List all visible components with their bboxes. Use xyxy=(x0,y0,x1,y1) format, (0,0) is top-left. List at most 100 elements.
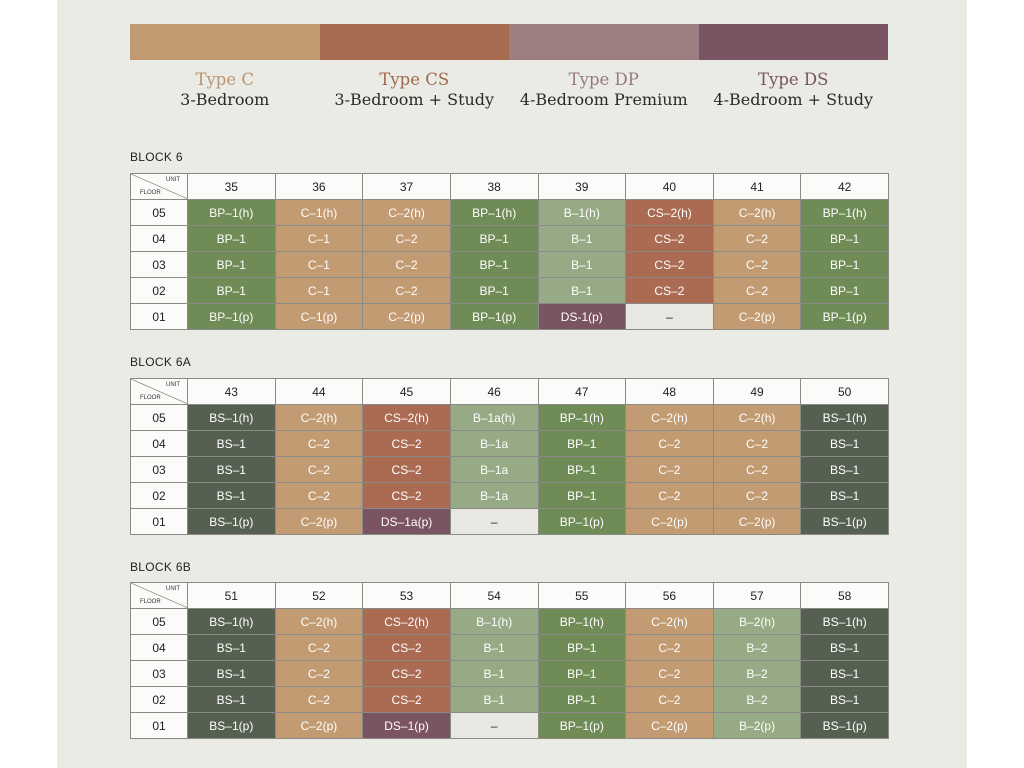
unit-type-cell: – xyxy=(625,303,714,330)
unit-type-cell: C–2(p) xyxy=(625,712,714,739)
unit-type-cell: C–2 xyxy=(625,660,714,687)
type-description: 4-Bedroom + Study xyxy=(713,90,874,109)
unit-type-cell: BS–1 xyxy=(800,430,889,457)
unit-type-cell: C–2(p) xyxy=(274,712,364,739)
floor-number: 02 xyxy=(130,482,188,509)
unit-type-cell: BS–1 xyxy=(800,456,889,483)
unit-type-cell: DS-1(p) xyxy=(537,303,627,330)
unit-type-cell: BS–1 xyxy=(800,660,889,687)
type-c-legend: Type C 3-Bedroom xyxy=(130,70,320,110)
unit-type-cell: C–2 xyxy=(625,482,714,509)
unit-type-cell: DS–1a(p) xyxy=(362,508,451,535)
floor-row: 03 BS–1 C–2 CS–2 B–1a BP–1 C–2 C–2 BS–1 xyxy=(130,456,889,483)
unit-type-cell: C–2 xyxy=(712,430,802,457)
unit-type-cell: CS–2 xyxy=(362,456,451,483)
unit-type-cell: C–1 xyxy=(274,277,364,304)
type-ds-legend: Type DS 4-Bedroom + Study xyxy=(699,70,889,110)
type-dp-legend: Type DP 4-Bedroom Premium xyxy=(509,70,699,110)
unit-axis-label: UNIT xyxy=(166,177,180,183)
unit-type-cell: C–2 xyxy=(712,251,802,278)
unit-type-cell: C–2(p) xyxy=(712,508,802,535)
unit-type-cell: BS–1 xyxy=(187,482,276,509)
unit-type-cell: C–2 xyxy=(625,686,714,713)
type-description: 3-Bedroom xyxy=(180,90,270,109)
floor-number: 02 xyxy=(130,686,188,713)
unit-type-cell: B–1 xyxy=(537,251,627,278)
unit-number-header: 56 xyxy=(625,582,714,609)
floor-row: 04 BS–1 C–2 CS–2 B–1 BP–1 C–2 B–2 BS–1 xyxy=(130,634,889,661)
unit-type-cell: B–2 xyxy=(712,660,802,687)
unit-number-header: 57 xyxy=(712,582,802,609)
floor-number: 05 xyxy=(130,199,188,226)
unit-type-cell: C–2 xyxy=(362,225,451,252)
unit-type-cell: C–2(p) xyxy=(712,303,802,330)
unit-type-cell: BS–1(p) xyxy=(187,508,276,535)
unit-number-header: 46 xyxy=(449,378,539,405)
floor-number: 01 xyxy=(130,712,188,739)
floor-number: 05 xyxy=(130,404,188,431)
unit-type-cell: C–2 xyxy=(712,277,802,304)
floor-number: 03 xyxy=(130,251,188,278)
floor-row: 01 BP–1(p) C–1(p) C–2(p) BP–1(p) DS-1(p) – C–2(… xyxy=(130,303,889,330)
unit-type-cell: BS–1(h) xyxy=(800,608,889,635)
unit-type-cell: BS–1 xyxy=(187,686,276,713)
floor-number: 04 xyxy=(130,225,188,252)
unit-number-header: 53 xyxy=(362,582,451,609)
unit-number-header: 38 xyxy=(449,173,539,200)
unit-type-cell: BP–1 xyxy=(449,225,539,252)
type-dp-swatch xyxy=(509,24,699,60)
unit-type-cell: C–2(h) xyxy=(274,608,364,635)
unit-type-cell: CS–2 xyxy=(362,482,451,509)
unit-type-cell: C–2 xyxy=(625,456,714,483)
unit-number-header: 50 xyxy=(800,378,889,405)
unit-type-cell: C–2(p) xyxy=(362,303,451,330)
unit-number-header: 35 xyxy=(187,173,276,200)
floor-number: 05 xyxy=(130,608,188,635)
unit-type-cell: B–2(p) xyxy=(712,712,802,739)
unit-number-header: 36 xyxy=(274,173,364,200)
unit-type-cell: C–2(p) xyxy=(274,508,364,535)
unit-type-cell: CS–2 xyxy=(362,634,451,661)
floor-row: 05 BS–1(h) C–2(h) CS–2(h) B–1a(h) BP–1(h) C–2(… xyxy=(130,404,889,431)
unit-type-cell: B–2(h) xyxy=(712,608,802,635)
unit-type-cell: B–1a xyxy=(449,430,539,457)
unit-number-header: 37 xyxy=(362,173,451,200)
unit-type-cell: C–2 xyxy=(362,251,451,278)
unit-number-header: 58 xyxy=(800,582,889,609)
unit-type-cell: C–2 xyxy=(625,430,714,457)
unit-header-row: UNIT FLOOR 35 36 37 38 39 40 41 42 xyxy=(130,173,889,200)
unit-number-header: 40 xyxy=(625,173,714,200)
unit-number-header: 52 xyxy=(274,582,364,609)
floor-number: 04 xyxy=(130,430,188,457)
unit-type-cell: C–2(h) xyxy=(712,199,802,226)
unit-axis-label: UNIT xyxy=(166,382,180,388)
type-ds-swatch xyxy=(698,24,888,60)
unit-type-cell: B–1 xyxy=(449,634,539,661)
unit-type-cell: C–2 xyxy=(625,634,714,661)
unit-type-cell: BP–1(p) xyxy=(537,508,627,535)
unit-type-cell: C–2 xyxy=(712,456,802,483)
unit-type-cell: BS–1 xyxy=(800,482,889,509)
type-color-legend-bar xyxy=(130,24,888,60)
unit-type-cell: BP–1(h) xyxy=(449,199,539,226)
unit-type-cell: BP–1(p) xyxy=(537,712,627,739)
unit-type-cell: C–2 xyxy=(362,277,451,304)
unit-type-cell: BS–1(p) xyxy=(800,508,889,535)
unit-type-cell: CS–2 xyxy=(625,251,714,278)
type-legend-labels: Type C 3-Bedroom Type CS 3-Bedroom + Stu… xyxy=(130,70,888,110)
unit-type-cell: CS–2 xyxy=(362,686,451,713)
unit-type-cell: – xyxy=(449,508,539,535)
floor-unit-corner-cell: UNIT FLOOR xyxy=(130,378,188,405)
unit-type-cell: CS–2(h) xyxy=(362,404,451,431)
type-description: 3-Bedroom + Study xyxy=(334,90,495,109)
floor-number: 02 xyxy=(130,277,188,304)
unit-number-header: 48 xyxy=(625,378,714,405)
unit-type-cell: BP–1(h) xyxy=(537,608,627,635)
unit-type-cell: BP–1 xyxy=(800,225,889,252)
unit-mix-page: Type C 3-Bedroom Type CS 3-Bedroom + Stu… xyxy=(57,0,967,768)
unit-type-cell: BP–1(p) xyxy=(449,303,539,330)
type-name: Type DS xyxy=(758,70,829,89)
unit-number-header: 44 xyxy=(274,378,364,405)
unit-type-cell: BS–1 xyxy=(187,634,276,661)
unit-type-cell: CS–2 xyxy=(362,660,451,687)
